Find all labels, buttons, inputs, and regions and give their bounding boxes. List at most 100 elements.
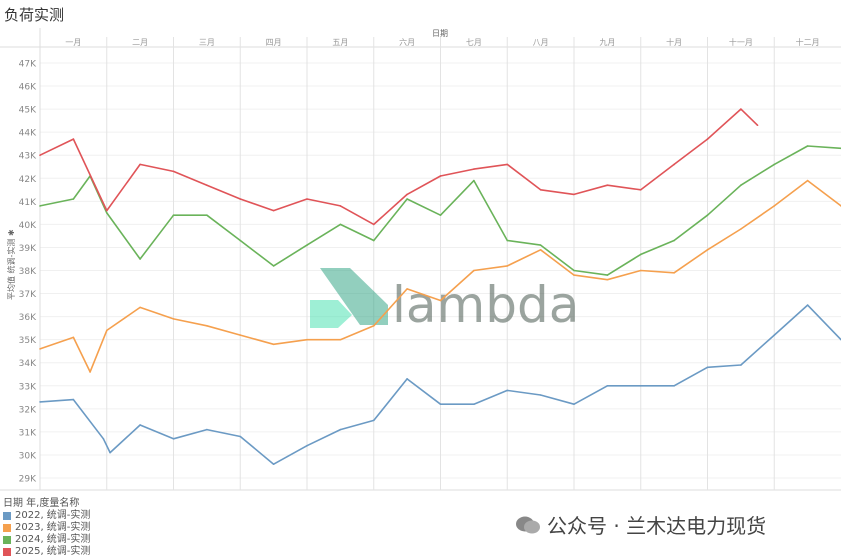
data-point [172,438,175,440]
legend-item[interactable]: 2022, 统调-实测 [3,510,90,522]
data-point [172,170,175,173]
data-point [506,163,509,166]
data-point [673,272,675,274]
data-point [740,228,742,230]
data-point [39,205,41,207]
series-line-2025 [39,108,759,226]
data-point [339,223,342,226]
lambda-logo-icon [320,268,388,325]
x-axis-title: 日期 [432,29,448,38]
y-tick-label: 40K [19,221,37,231]
data-point [206,184,208,186]
data-point [39,154,41,157]
lambda-watermark: lambda [310,268,579,334]
data-point [105,209,108,212]
y-tick-label: 38K [19,267,37,277]
y-tick-label: 29K [19,475,37,485]
x-tick-label: 六月 [399,37,415,47]
data-point [272,209,275,212]
data-point [372,325,375,327]
series-line-2022 [39,304,841,465]
data-point [272,463,275,465]
legend-item[interactable]: 2024, 统调-实测 [3,534,90,546]
data-point [806,145,809,147]
data-point [473,403,475,406]
y-tick-label: 37K [19,290,37,300]
data-point [239,435,242,438]
data-point [72,336,75,339]
data-point [39,348,41,350]
legend-swatch [3,512,11,520]
data-point [406,193,408,196]
data-point [139,424,141,426]
data-point [539,248,542,251]
data-point [139,163,141,166]
x-tick-label: 三月 [199,38,215,47]
series-line-2023 [39,179,841,373]
data-point [606,274,609,276]
legend-label: 2024, 统调-实测 [15,534,91,545]
data-point [639,253,642,256]
data-point [573,269,575,272]
data-point [573,193,575,196]
y-tick-label: 34K [19,359,37,369]
data-point [706,214,709,216]
series-line-2024 [39,145,841,276]
data-point [306,198,308,200]
data-point [740,184,742,186]
data-point [139,306,141,309]
y-tick-label: 42K [19,175,37,185]
y-tick-label: 47K [19,60,37,70]
x-tick-label: 八月 [533,38,549,47]
data-point [372,223,375,226]
x-tick-label: 二月 [132,38,148,47]
data-point [506,265,509,267]
data-point [806,304,809,306]
data-point [606,384,609,387]
data-point [673,239,675,242]
legend-item[interactable]: 2025, 统调-实测 [3,546,90,558]
data-point [72,138,75,140]
x-tick-label: 九月 [599,38,615,47]
data-point [239,198,242,200]
data-point [773,205,776,207]
data-point [406,198,408,200]
data-point [406,378,408,380]
data-point [439,403,442,406]
legend-title: 日期 年,度量名称 [3,498,80,509]
y-tick-label: 35K [19,336,37,346]
data-point [539,394,542,396]
data-point [105,212,108,214]
data-point [439,214,442,216]
data-point [539,244,542,246]
y-tick-label: 30K [19,451,37,461]
data-point [806,179,809,182]
data-point [706,138,709,140]
data-point [473,168,475,170]
x-tick-label: 十月 [666,37,682,47]
lambda-logo-accent-icon [310,300,352,328]
data-point [239,239,242,242]
data-point [206,428,208,431]
data-point [272,343,275,346]
data-point [306,338,308,341]
legend-swatch [3,524,11,532]
wechat-watermark: 公众号 · 兰木达电力现货 [515,510,766,539]
data-point [139,258,141,260]
legend-swatch [3,548,11,556]
x-tick-label: 十二月 [796,37,820,47]
data-point [172,214,175,216]
x-tick-label: 四月 [266,38,282,47]
legend-item[interactable]: 2023, 统调-实测 [3,522,90,534]
data-point [740,108,742,110]
legend-swatch [3,536,11,544]
data-point [339,205,342,207]
wechat-account-text: 公众号 · 兰木达电力现货 [547,514,767,538]
data-point [72,198,75,200]
legend-label: 2022, 统调-实测 [15,510,91,521]
data-point [72,398,75,401]
y-tick-label: 32K [19,405,37,415]
data-point [306,244,308,246]
data-point [109,451,111,454]
